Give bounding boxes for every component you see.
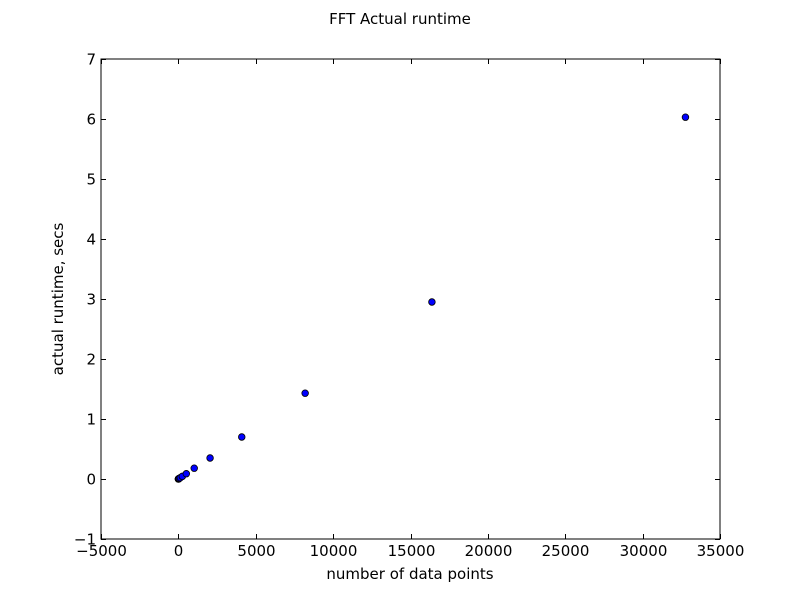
axis-tick-labels: −5000 0 5000 10000 15000 20000 25000 30000 35000… (74, 51, 744, 561)
data-point (206, 454, 214, 462)
data-point (301, 389, 309, 397)
x-tick-label: 5000 (237, 542, 275, 560)
plot-area-frame (100, 58, 721, 540)
x-tick-label: 15000 (388, 542, 436, 560)
data-points (174, 113, 690, 483)
x-tick-label: 35000 (697, 542, 745, 560)
y-axis-title: actual runtime, secs (49, 222, 67, 375)
x-tick-label: 25000 (542, 542, 590, 560)
x-tick-label: 0 (174, 542, 184, 560)
axis-ticks (101, 59, 721, 540)
chart-title: FFT Actual runtime (329, 10, 471, 28)
data-point (238, 433, 246, 441)
y-tick-label: 1 (86, 411, 96, 429)
data-point (190, 464, 198, 472)
data-point (182, 470, 190, 478)
x-tick-label: 20000 (465, 542, 513, 560)
x-axis-title: number of data points (326, 565, 493, 583)
y-tick-label: 6 (86, 111, 96, 129)
y-tick-label: 5 (86, 171, 96, 189)
y-tick-label: −1 (74, 531, 96, 549)
x-tick-label: −5000 (76, 542, 127, 560)
y-tick-label: 7 (86, 51, 96, 69)
data-point (428, 298, 436, 306)
x-tick-label: 30000 (620, 542, 668, 560)
y-tick-label: 0 (86, 471, 96, 489)
y-tick-label: 3 (86, 291, 96, 309)
y-tick-label: 2 (86, 351, 96, 369)
data-point (681, 113, 690, 121)
x-tick-label: 10000 (310, 542, 358, 560)
y-tick-label: 4 (86, 231, 96, 249)
